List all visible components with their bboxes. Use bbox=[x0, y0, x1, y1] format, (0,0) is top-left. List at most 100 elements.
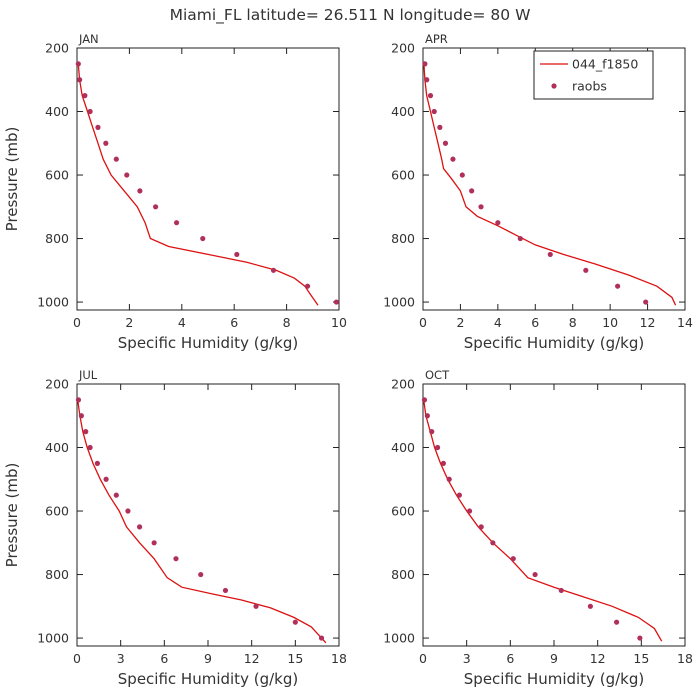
panel-label: JUL bbox=[78, 368, 98, 382]
y-tick-label: 800 bbox=[45, 567, 69, 582]
data-point-raobs bbox=[478, 204, 484, 210]
data-point-raobs bbox=[424, 77, 430, 83]
data-point-raobs bbox=[450, 156, 456, 162]
data-point-raobs bbox=[434, 444, 441, 451]
data-point-raobs bbox=[547, 251, 553, 258]
x-tick-label: 3 bbox=[117, 651, 125, 666]
data-point-raobs bbox=[469, 188, 475, 194]
data-point-raobs bbox=[113, 492, 119, 498]
series-line-044_f1850 bbox=[77, 399, 327, 644]
y-tick-label: 800 bbox=[45, 231, 69, 246]
legend-label: raobs bbox=[572, 79, 607, 94]
y-tick-label: 200 bbox=[45, 41, 69, 56]
x-tick-label: 12 bbox=[640, 315, 656, 330]
x-tick-label: 0 bbox=[73, 651, 81, 666]
data-point-raobs bbox=[75, 61, 81, 67]
data-point-raobs bbox=[495, 220, 501, 226]
data-point-raobs bbox=[478, 524, 484, 530]
x-tick-label: 4 bbox=[178, 315, 186, 330]
data-point-raobs bbox=[103, 140, 109, 146]
legend-label: 044_f1850 bbox=[572, 57, 638, 72]
data-point-raobs bbox=[429, 429, 435, 435]
data-point-raobs bbox=[422, 61, 428, 67]
x-tick-label: 10 bbox=[602, 315, 618, 330]
x-tick-label: 0 bbox=[419, 315, 427, 330]
data-point-raobs bbox=[75, 397, 82, 403]
x-axis-label: Specific Humidity (g/kg) bbox=[118, 670, 298, 688]
x-tick-label: 4 bbox=[494, 315, 502, 330]
x-tick-label: 10 bbox=[331, 315, 347, 330]
x-tick-label: 6 bbox=[160, 651, 168, 666]
y-tick-label: 200 bbox=[391, 41, 415, 56]
data-point-raobs bbox=[558, 587, 564, 594]
data-point-raobs bbox=[77, 77, 83, 83]
data-point-raobs bbox=[200, 235, 206, 242]
data-point-raobs bbox=[424, 413, 430, 419]
data-point-raobs bbox=[333, 299, 339, 305]
data-point-raobs bbox=[637, 635, 643, 641]
data-point-raobs bbox=[103, 476, 109, 482]
x-tick-label: 3 bbox=[463, 651, 471, 666]
data-point-raobs bbox=[253, 603, 259, 609]
x-tick-label: 0 bbox=[73, 315, 81, 330]
panel-label: OCT bbox=[425, 368, 450, 382]
data-point-raobs bbox=[587, 603, 593, 609]
y-axis-label: Pressure (mb) bbox=[3, 127, 21, 232]
data-point-raobs bbox=[292, 619, 298, 625]
x-tick-label: 9 bbox=[550, 651, 558, 666]
data-point-raobs bbox=[153, 204, 159, 210]
plot-frame bbox=[76, 383, 340, 647]
data-point-raobs bbox=[87, 108, 93, 115]
data-point-raobs bbox=[440, 460, 446, 466]
y-tick-label: 400 bbox=[45, 440, 69, 455]
data-point-raobs bbox=[517, 235, 523, 242]
y-tick-label: 1000 bbox=[37, 631, 69, 646]
x-tick-label: 0 bbox=[419, 651, 427, 666]
x-tick-label: 12 bbox=[244, 651, 260, 666]
y-tick-label: 1000 bbox=[37, 295, 69, 310]
series-line-044_f1850 bbox=[77, 63, 319, 306]
x-tick-label: 6 bbox=[506, 651, 514, 666]
data-point-raobs bbox=[136, 524, 143, 530]
data-point-raobs bbox=[459, 172, 465, 178]
data-point-raobs bbox=[78, 413, 84, 419]
panel-label: APR bbox=[425, 32, 448, 46]
data-point-raobs bbox=[87, 444, 93, 451]
data-point-raobs bbox=[437, 124, 443, 130]
data-point-raobs bbox=[82, 93, 88, 99]
y-tick-label: 600 bbox=[391, 168, 415, 183]
y-tick-label: 600 bbox=[45, 504, 69, 519]
plot-frame bbox=[76, 47, 340, 311]
data-point-raobs bbox=[318, 635, 325, 641]
data-point-raobs bbox=[222, 587, 229, 594]
data-point-raobs bbox=[151, 540, 157, 546]
data-point-raobs bbox=[446, 476, 452, 482]
y-tick-label: 1000 bbox=[383, 631, 415, 646]
data-point-raobs bbox=[113, 156, 119, 162]
x-axis-label: Specific Humidity (g/kg) bbox=[118, 334, 298, 352]
x-axis-label: Specific Humidity (g/kg) bbox=[464, 670, 644, 688]
y-tick-label: 200 bbox=[391, 377, 415, 392]
series-line-044_f1850 bbox=[423, 399, 663, 642]
data-point-raobs bbox=[124, 172, 130, 178]
x-tick-label: 2 bbox=[456, 315, 464, 330]
figure-title: Miami_FL latitude= 26.511 N longitude= 8… bbox=[170, 6, 531, 25]
data-point-raobs bbox=[198, 571, 204, 578]
data-point-raobs bbox=[94, 460, 100, 466]
x-tick-label: 15 bbox=[287, 651, 303, 666]
data-point-raobs bbox=[83, 429, 89, 435]
panel-oct: 0 3 6 9 12 15 18 200 400 600 800 1000 OCT Specific Hu… bbox=[383, 368, 693, 688]
y-tick-label: 800 bbox=[391, 231, 415, 246]
data-point-raobs bbox=[173, 556, 179, 562]
y-tick-label: 200 bbox=[45, 377, 69, 392]
y-tick-label: 400 bbox=[391, 104, 415, 119]
data-point-raobs bbox=[583, 267, 589, 273]
data-point-raobs bbox=[442, 140, 449, 146]
y-tick-label: 600 bbox=[391, 504, 415, 519]
panel-label: JAN bbox=[78, 32, 99, 46]
data-point-raobs bbox=[456, 492, 462, 498]
x-tick-label: 15 bbox=[633, 651, 649, 666]
panel-apr: 0 2 4 6 8 10 12 14 200 400 600 800 1000 APR Specific H… bbox=[383, 32, 693, 352]
